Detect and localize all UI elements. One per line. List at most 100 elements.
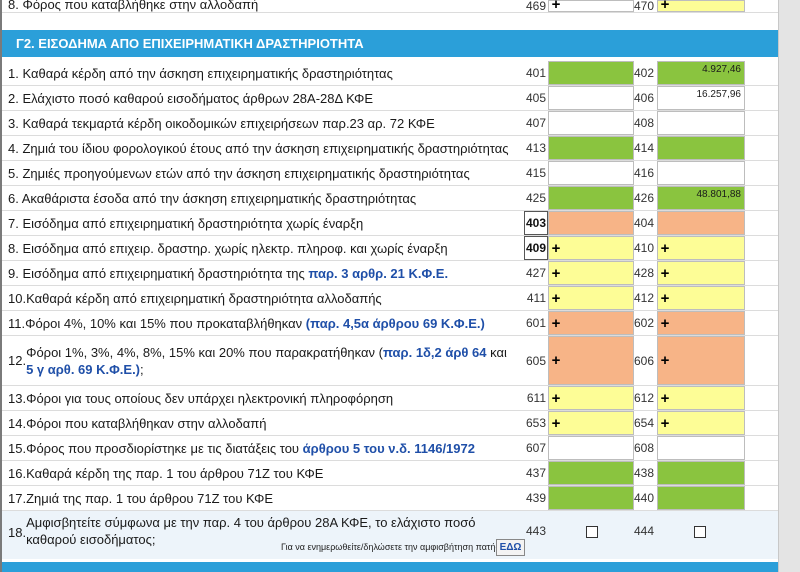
form-row: 15.Φόρος που προσδιορίστηκε με τις διατά…: [2, 436, 778, 461]
amount-field[interactable]: [657, 211, 745, 235]
amount-field[interactable]: [657, 411, 745, 435]
field-code: 411: [526, 291, 546, 305]
dispute-checkbox[interactable]: [586, 526, 598, 538]
amount-field[interactable]: [657, 386, 745, 410]
add-button[interactable]: +: [660, 264, 670, 282]
field-code: 406: [633, 91, 654, 105]
amount-field[interactable]: [657, 311, 745, 335]
amount-field[interactable]: [657, 111, 745, 135]
row-label: 1. Καθαρά κέρδη από την άσκηση επιχειρημ…: [8, 65, 393, 81]
law-reference-link[interactable]: 5 γ αρθ. 69 Κ.Φ.Ε.): [26, 361, 141, 377]
amount-field[interactable]: [548, 436, 634, 460]
amount-field[interactable]: [657, 236, 745, 260]
amount-field[interactable]: [657, 286, 745, 310]
field-code: 437: [525, 466, 546, 480]
dispute-note: Για να ενημερωθείτε/δηλώσετε την αμφισβή…: [281, 542, 509, 552]
field-code: 438: [633, 466, 654, 480]
amount-field[interactable]: [657, 161, 745, 185]
amount-field[interactable]: [548, 186, 634, 210]
amount-field[interactable]: [548, 136, 634, 160]
row-label-text: Φόροι 1%, 3%, 4%, 8%, 15% και 20% που πα…: [26, 344, 383, 360]
row-label: 3. Καθαρά τεκμαρτά κέρδη οικοδομικών επι…: [8, 115, 435, 131]
add-button[interactable]: +: [660, 352, 670, 369]
form-row: 3. Καθαρά τεκμαρτά κέρδη οικοδομικών επι…: [2, 111, 778, 136]
field-code: 440: [633, 491, 654, 505]
form-row-foreign-tax: 8. Φόρος που καταβλήθηκε στην αλλοδαπή 4…: [2, 0, 778, 13]
row-label: 12. Φόροι 1%, 3%, 4%, 8%, 15% και 20% πο…: [8, 336, 523, 385]
row-label: 8. Φόρος που καταβλήθηκε στην αλλοδαπή: [8, 0, 259, 12]
row-label: 11.Φόροι 4%, 10% και 15% που προκαταβλήθ…: [8, 311, 523, 335]
row-label: 15.Φόρος που προσδιορίστηκε με τις διατά…: [8, 436, 523, 460]
amount-field[interactable]: [657, 436, 745, 460]
amount-field[interactable]: [548, 111, 634, 135]
add-button[interactable]: +: [660, 414, 670, 432]
amount-field[interactable]: [548, 411, 634, 435]
row-label: 9. Εισόδημα από επιχειρηματική δραστηριό…: [8, 261, 523, 285]
field-code: 443: [525, 524, 546, 538]
amount-field[interactable]: [548, 286, 634, 310]
add-button[interactable]: +: [660, 314, 670, 332]
field-code-boxed: 409: [524, 236, 548, 260]
field-code: 428: [633, 266, 654, 280]
amount-field[interactable]: [548, 261, 634, 285]
add-button[interactable]: +: [660, 389, 670, 407]
page-scrollbar[interactable]: [778, 0, 800, 572]
form-row: 1. Καθαρά κέρδη από την άσκηση επιχειρημ…: [2, 61, 778, 86]
amount-field[interactable]: [548, 336, 634, 385]
row-label-text-block: Φόροι 1%, 3%, 4%, 8%, 15% και 20% που πα…: [26, 344, 516, 378]
amount-field[interactable]: [657, 261, 745, 285]
amount-field[interactable]: [548, 86, 634, 110]
add-button[interactable]: +: [551, 414, 561, 432]
field-code: 606: [633, 353, 654, 368]
row-label: 2. Ελάχιστο ποσό καθαρού εισοδήματος άρθ…: [8, 90, 374, 106]
form-row-dispute: 18. Αμφισβητείτε σύμφωνα με την παρ. 4 τ…: [2, 511, 778, 559]
add-button[interactable]: +: [551, 352, 561, 369]
form-row: 13.Φόροι για τους οποίους δεν υπάρχει ηλ…: [2, 386, 778, 411]
field-code: 611: [526, 391, 546, 405]
row-number: 12.: [8, 353, 27, 368]
amount-field[interactable]: [548, 0, 634, 12]
law-reference-link[interactable]: παρ. 1δ,2 άρθ 64: [382, 344, 487, 360]
amount-field[interactable]: [548, 61, 634, 85]
amount-field[interactable]: [548, 311, 634, 335]
row-label: 6. Ακαθάριστα έσοδα από την άσκηση επιχε…: [8, 190, 417, 206]
add-button[interactable]: +: [551, 314, 561, 332]
here-button[interactable]: ΕΔΩ: [496, 539, 525, 556]
add-button[interactable]: +: [551, 239, 561, 257]
amount-field[interactable]: 4.927,46: [657, 61, 745, 85]
form-row: 14.Φόροι που καταβλήθηκαν στην αλλοδαπή …: [2, 411, 778, 436]
add-button[interactable]: +: [551, 389, 561, 407]
field-code: 407: [525, 116, 546, 130]
amount-field[interactable]: [548, 461, 634, 485]
add-button[interactable]: +: [551, 0, 561, 13]
amount-field[interactable]: [657, 486, 745, 510]
add-button[interactable]: +: [660, 0, 670, 13]
amount-field[interactable]: [548, 386, 634, 410]
amount-field[interactable]: 16.257,96: [657, 86, 745, 110]
field-code: 612: [633, 391, 654, 405]
add-button[interactable]: +: [660, 239, 670, 257]
row-label-text: και: [486, 344, 507, 360]
amount-field[interactable]: [548, 161, 634, 185]
amount-field[interactable]: [657, 136, 745, 160]
field-code: 605: [525, 353, 546, 368]
amount-field[interactable]: [548, 236, 634, 260]
dispute-checkbox[interactable]: [694, 526, 706, 538]
amount-field[interactable]: [548, 486, 634, 510]
amount-field[interactable]: [657, 461, 745, 485]
amount-field[interactable]: 48.801,88: [657, 186, 745, 210]
add-button[interactable]: +: [660, 289, 670, 307]
amount-field[interactable]: [548, 211, 634, 235]
row-label: 4. Ζημιά του ίδιου φορολογικού έτους από…: [8, 140, 509, 156]
law-reference-link[interactable]: παρ. 3 αρθρ. 21 Κ.Φ.Ε.: [308, 265, 449, 281]
field-code: 408: [633, 116, 654, 130]
add-button[interactable]: +: [551, 264, 561, 282]
amount-field[interactable]: [657, 0, 745, 12]
form-row: 2. Ελάχιστο ποσό καθαρού εισοδήματος άρθ…: [2, 86, 778, 111]
field-code: 602: [633, 316, 654, 330]
law-reference-link[interactable]: (παρ. 4,5α άρθρου 69 Κ.Φ.Ε.): [305, 315, 485, 331]
law-reference-link[interactable]: άρθρου 5 του ν.δ. 1146/1972: [302, 440, 475, 456]
field-code: 401: [525, 66, 546, 80]
amount-field[interactable]: [657, 336, 745, 385]
add-button[interactable]: +: [551, 289, 561, 307]
